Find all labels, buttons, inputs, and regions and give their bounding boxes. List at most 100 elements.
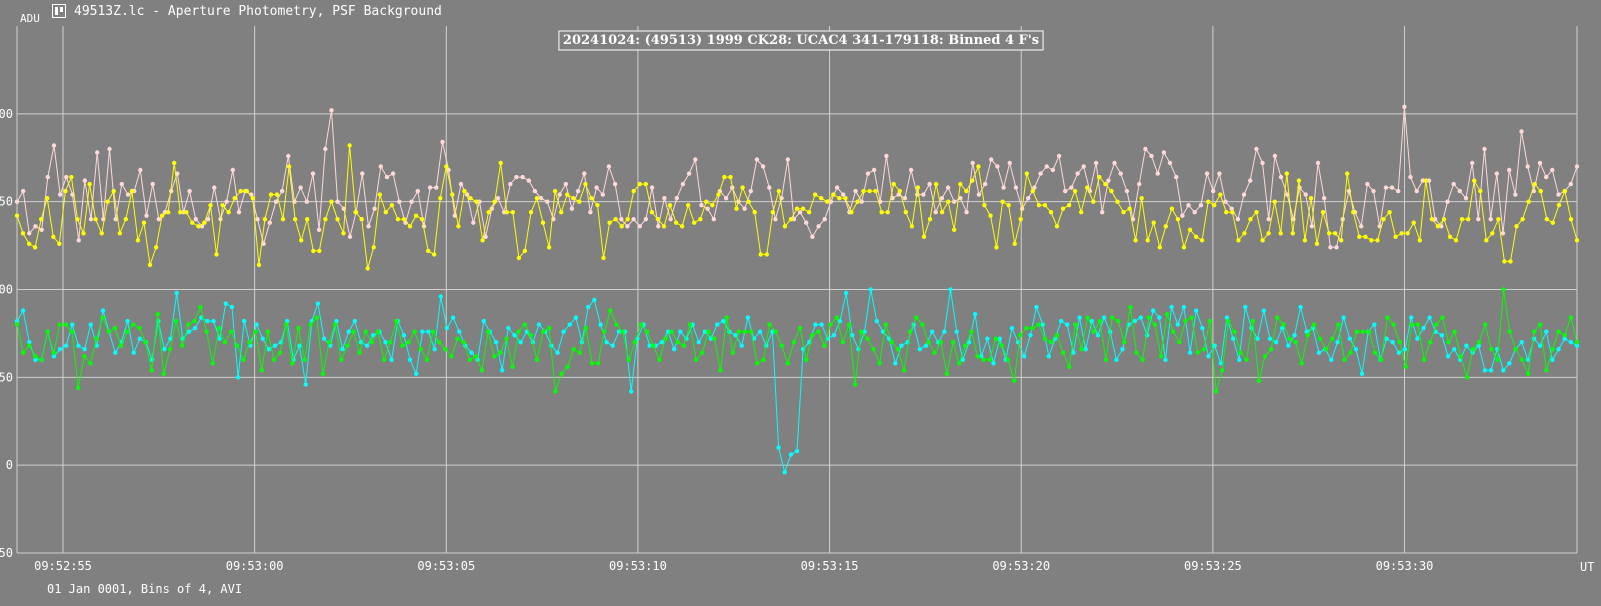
data-point — [1464, 343, 1469, 348]
data-point — [785, 361, 790, 366]
data-point — [190, 220, 195, 225]
data-point — [1262, 354, 1268, 359]
data-point — [357, 350, 362, 355]
data-point — [822, 343, 827, 348]
data-point — [1254, 146, 1259, 152]
data-point — [1574, 343, 1580, 348]
data-point — [1525, 371, 1531, 376]
data-point — [328, 343, 333, 348]
data-point — [1127, 206, 1132, 211]
data-point — [450, 192, 455, 197]
data-point — [153, 245, 159, 250]
data-point — [334, 318, 339, 324]
chart-title-box: 20241024: (49513) 1999 CK28: UCAC4 341-1… — [558, 30, 1044, 51]
data-point — [969, 329, 974, 334]
data-point — [156, 217, 161, 222]
data-point — [673, 220, 679, 225]
data-point — [100, 308, 106, 313]
data-point — [371, 245, 376, 250]
data-point — [631, 217, 636, 222]
data-point — [462, 188, 467, 194]
data-point — [314, 315, 319, 320]
data-point — [698, 217, 703, 222]
data-point — [1538, 188, 1543, 194]
data-point — [637, 181, 642, 187]
data-point — [296, 325, 301, 331]
data-point — [1079, 210, 1084, 215]
data-point — [908, 167, 914, 173]
data-point — [626, 357, 631, 362]
data-point — [1537, 160, 1543, 166]
data-point — [1097, 318, 1103, 324]
data-point — [504, 336, 509, 341]
data-point — [1206, 354, 1211, 359]
data-point — [424, 357, 430, 362]
data-point — [1085, 315, 1090, 320]
data-point — [1445, 354, 1451, 359]
data-point — [389, 357, 394, 362]
data-point — [326, 340, 332, 345]
data-point — [921, 192, 926, 197]
data-point — [1083, 347, 1088, 352]
data-point — [710, 203, 715, 208]
data-point — [1353, 347, 1359, 352]
data-point — [99, 231, 104, 236]
data-point — [588, 210, 593, 215]
data-point — [1389, 185, 1395, 190]
data-point — [715, 322, 720, 327]
data-point — [546, 245, 552, 250]
data-point — [1556, 192, 1561, 197]
data-point — [14, 199, 20, 204]
data-point — [381, 357, 387, 362]
data-point — [545, 199, 550, 204]
data-point — [1299, 361, 1304, 366]
data-point — [867, 188, 872, 194]
data-point — [945, 185, 951, 190]
data-point — [816, 329, 821, 334]
data-point — [33, 224, 38, 229]
data-point — [1537, 343, 1543, 348]
data-point — [1050, 167, 1056, 173]
data-point — [1255, 336, 1260, 341]
data-point — [1421, 357, 1427, 362]
data-point — [616, 329, 622, 334]
data-point — [914, 315, 919, 320]
data-point — [583, 181, 588, 187]
data-point — [353, 210, 358, 215]
data-point — [506, 325, 511, 331]
data-point — [1490, 231, 1495, 236]
data-point — [522, 322, 527, 327]
data-point — [1334, 245, 1339, 250]
y-axis-label: ADU — [20, 12, 40, 25]
data-point — [895, 347, 901, 352]
data-point — [1149, 153, 1154, 159]
data-point — [903, 210, 908, 215]
data-point — [1007, 160, 1012, 166]
data-point — [1324, 347, 1329, 352]
data-point — [598, 322, 603, 327]
data-point — [1218, 192, 1223, 197]
data-point — [253, 329, 258, 334]
data-point — [261, 241, 266, 246]
data-point — [662, 196, 667, 201]
data-point — [1544, 329, 1549, 334]
data-point — [93, 217, 98, 222]
data-point — [45, 329, 50, 334]
data-point — [850, 333, 855, 338]
data-point — [1056, 153, 1062, 159]
data-point — [1341, 315, 1346, 320]
data-point — [1568, 315, 1574, 320]
data-point — [540, 220, 546, 225]
data-point — [1496, 217, 1501, 222]
data-point — [868, 287, 873, 292]
data-point — [893, 361, 898, 366]
y-tick-label: 250 — [0, 370, 13, 384]
data-point — [595, 203, 600, 208]
data-point — [1077, 315, 1082, 320]
data-point — [1459, 217, 1465, 222]
data-point — [1093, 160, 1099, 166]
data-point — [1464, 375, 1470, 380]
data-point — [1439, 333, 1445, 338]
data-point — [39, 357, 44, 362]
